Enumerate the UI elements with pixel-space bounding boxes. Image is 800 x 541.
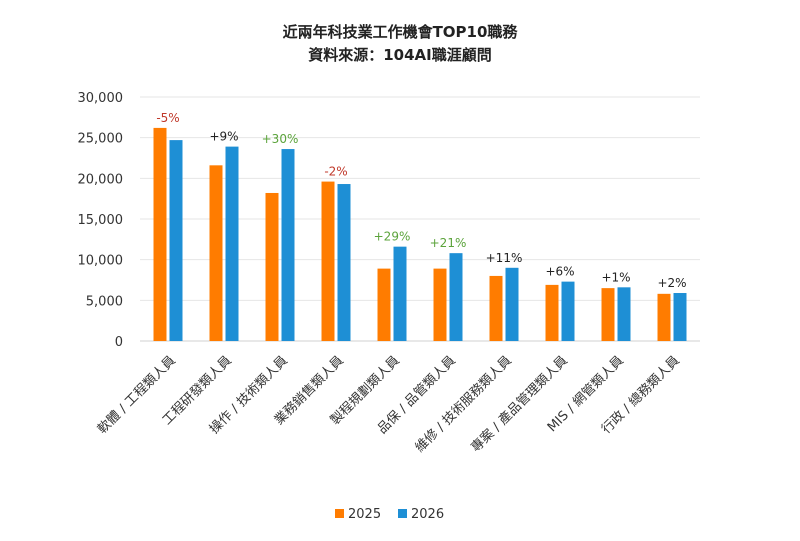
y-tick-label: 10,000 [78,254,124,269]
bar-2026 [505,267,519,341]
data-label: -2% [324,165,347,179]
legend-swatch-2025 [335,509,344,518]
y-tick-label: 25,000 [78,132,124,147]
data-label: +6% [545,265,574,279]
data-label: +30% [262,132,299,146]
x-tick-label: 維修 / 技術服務類人員 [413,353,515,455]
bar-2026 [673,293,687,341]
bar-2026 [281,149,295,341]
data-label: +21% [430,236,467,250]
y-tick-label: 0 [115,335,123,350]
y-tick-label: 15,000 [78,213,124,228]
bar-2026 [225,146,239,341]
y-tick-label: 30,000 [78,91,124,106]
data-label: -5% [156,111,179,125]
bar-2026 [449,253,463,341]
chart-title: 近兩年科技業工作機會TOP10職務 [283,23,519,41]
bar-2025 [545,284,559,341]
bar-2026 [337,184,351,341]
data-label: +11% [486,251,523,265]
bar-2025 [657,293,671,341]
y-tick-label: 5,000 [86,294,123,309]
legend-swatch-2026 [398,509,407,518]
bar-2025 [209,165,223,341]
bar-2025 [601,288,615,341]
data-label: +1% [601,270,630,284]
chart-subtitle: 資料來源：104AI職涯顧問 [308,46,492,64]
bar-2026 [617,287,631,341]
y-tick-label: 20,000 [78,172,124,187]
bar-2025 [433,268,447,341]
data-label: +2% [657,276,686,290]
bar-2026 [393,246,407,341]
bar-2026 [169,140,183,341]
bar-2025 [321,181,335,341]
data-label: +9% [209,130,238,144]
bar-2025 [377,268,391,341]
legend-label: 2026 [411,507,444,522]
legend: 2025 2026 [335,507,444,522]
bar-2025 [489,275,503,341]
legend-label: 2025 [348,507,381,522]
x-tick-label: 專案 / 產品管理類人員 [468,353,571,456]
bar-2025 [265,192,279,341]
bar-2026 [561,281,575,341]
data-label: +29% [374,230,411,244]
bar-2025 [153,127,167,341]
